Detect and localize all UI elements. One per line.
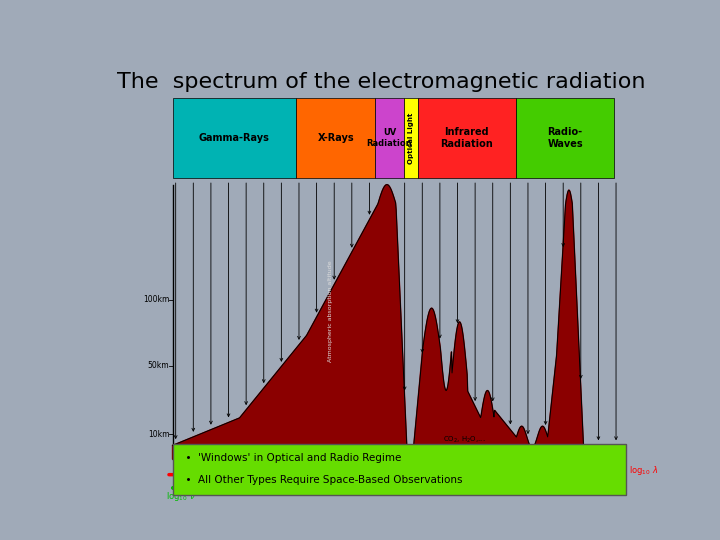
Polygon shape [173, 185, 619, 459]
Text: Radio-
Waves: Radio- Waves [547, 127, 582, 149]
Text: •  All Other Types Require Space-Based Observations: • All Other Types Require Space-Based Ob… [179, 475, 462, 485]
Text: Atmospheric absorption altitude: Atmospheric absorption altitude [328, 260, 333, 362]
Text: UV
Radiation: UV Radiation [366, 129, 413, 148]
Text: Optical Light: Optical Light [408, 112, 414, 164]
Text: Infrared
Radiation: Infrared Radiation [441, 127, 493, 149]
Bar [296, 98, 375, 178]
Text: 10km: 10km [148, 430, 169, 439]
Text: CO$_2$, H$_2$O,...: CO$_2$, H$_2$O,... [443, 435, 485, 445]
Text: log$_{10}$ $\nu$: log$_{10}$ $\nu$ [166, 490, 196, 503]
Text: Gamma-Rays: Gamma-Rays [199, 133, 270, 143]
Text: 50km: 50km [148, 361, 169, 370]
Bar [375, 98, 404, 178]
Text: •  'Windows' in Optical and Radio Regime: • 'Windows' in Optical and Radio Regime [179, 453, 401, 463]
Text: log$_{10}$ $\lambda$: log$_{10}$ $\lambda$ [629, 464, 658, 477]
Bar [173, 444, 626, 495]
Text: X-Rays: X-Rays [318, 133, 354, 143]
Bar [404, 98, 418, 178]
Bar [173, 98, 296, 178]
Bar [516, 98, 614, 178]
Text: The  spectrum of the electromagnetic radiation: The spectrum of the electromagnetic radi… [117, 72, 646, 92]
Bar [418, 98, 516, 178]
Text: 100km: 100km [143, 295, 169, 305]
